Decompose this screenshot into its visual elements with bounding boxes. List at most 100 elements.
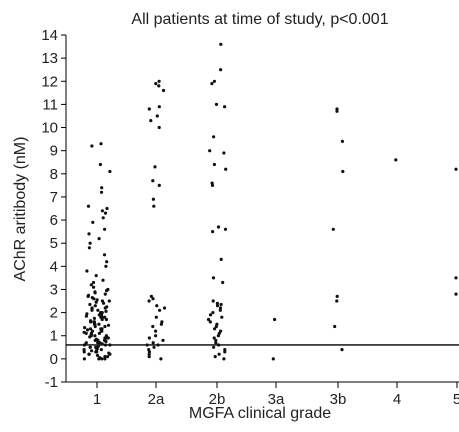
data-point — [91, 220, 95, 224]
data-point — [99, 142, 103, 146]
data-point — [147, 299, 151, 303]
data-point — [151, 179, 155, 183]
y-tick-label: 11 — [42, 96, 58, 113]
data-point — [94, 274, 98, 278]
y-tick-label: 10 — [41, 120, 58, 137]
data-point — [87, 352, 91, 356]
data-point — [103, 324, 107, 329]
data-point — [105, 260, 109, 264]
data-point — [214, 338, 218, 342]
data-point — [84, 341, 88, 345]
data-point — [220, 315, 224, 319]
data-point — [91, 280, 96, 285]
data-point — [82, 350, 86, 354]
data-point — [83, 326, 87, 330]
data-point — [212, 336, 216, 340]
data-point — [86, 294, 90, 298]
data-point — [88, 327, 93, 331]
data-point — [107, 299, 111, 303]
data-point — [454, 292, 458, 296]
data-point — [151, 324, 155, 329]
y-tick-label: 7 — [50, 189, 58, 206]
data-point — [158, 308, 162, 312]
data-point — [206, 317, 211, 322]
data-point — [208, 320, 212, 324]
x-tick-label: 1 — [93, 391, 101, 408]
y-tick-label: 13 — [41, 50, 58, 67]
data-point — [151, 341, 155, 345]
data-point — [212, 135, 216, 139]
data-point — [99, 190, 104, 194]
y-tick-label: -1 — [45, 374, 58, 391]
data-point — [155, 304, 159, 308]
data-point — [154, 329, 158, 333]
data-point — [155, 114, 159, 118]
data-point — [218, 308, 222, 312]
data-point — [341, 169, 345, 174]
data-point — [106, 323, 111, 327]
data-point — [454, 167, 458, 171]
data-point — [219, 302, 223, 307]
data-point — [154, 82, 158, 86]
data-point — [217, 352, 221, 356]
data-point — [93, 338, 97, 342]
data-point — [104, 317, 108, 322]
x-axis-title: MGFA clinical grade — [189, 405, 331, 422]
y-tick-label: 12 — [41, 73, 58, 90]
data-point — [104, 264, 108, 268]
data-point — [273, 317, 277, 322]
data-point — [154, 334, 158, 338]
x-tick-label: 2b — [209, 391, 226, 408]
data-point — [210, 82, 214, 86]
data-point — [90, 308, 94, 312]
data-point — [213, 327, 217, 331]
data-point — [97, 331, 101, 335]
data-point — [152, 345, 156, 349]
data-point — [90, 144, 94, 148]
data-point — [208, 149, 212, 153]
x-tick-label: 5 — [453, 391, 459, 408]
data-point — [103, 355, 107, 359]
data-point — [157, 105, 161, 109]
data-point — [215, 304, 220, 308]
data-point — [106, 355, 110, 359]
data-point — [213, 355, 217, 359]
data-point — [151, 297, 155, 301]
data-point — [100, 186, 104, 190]
data-point — [149, 294, 153, 298]
data-point — [103, 357, 107, 361]
data-point — [89, 320, 93, 324]
data-point — [157, 79, 161, 83]
data-point — [88, 302, 92, 307]
data-point — [97, 237, 101, 241]
data-point — [102, 253, 107, 257]
data-point — [97, 357, 101, 361]
data-point — [92, 285, 96, 289]
data-point — [95, 353, 100, 357]
data-point — [340, 348, 344, 352]
data-point — [222, 151, 226, 155]
data-point — [85, 269, 89, 273]
data-point — [99, 348, 103, 352]
data-point — [103, 338, 107, 342]
data-point — [93, 322, 97, 326]
data-point — [93, 334, 97, 338]
data-point — [99, 313, 104, 317]
x-tick-label: 2a — [148, 391, 165, 408]
data-point — [147, 352, 151, 356]
data-point — [100, 342, 104, 346]
y-tick-label: 9 — [50, 143, 58, 160]
data-point — [159, 322, 163, 326]
data-point — [224, 167, 228, 171]
data-point — [108, 352, 112, 356]
data-point — [454, 276, 458, 280]
data-point — [103, 227, 107, 231]
data-point — [85, 328, 90, 332]
data-point — [89, 283, 93, 287]
data-point — [100, 357, 104, 361]
data-point — [103, 292, 107, 296]
data-point — [157, 125, 161, 130]
data-point — [340, 139, 344, 143]
